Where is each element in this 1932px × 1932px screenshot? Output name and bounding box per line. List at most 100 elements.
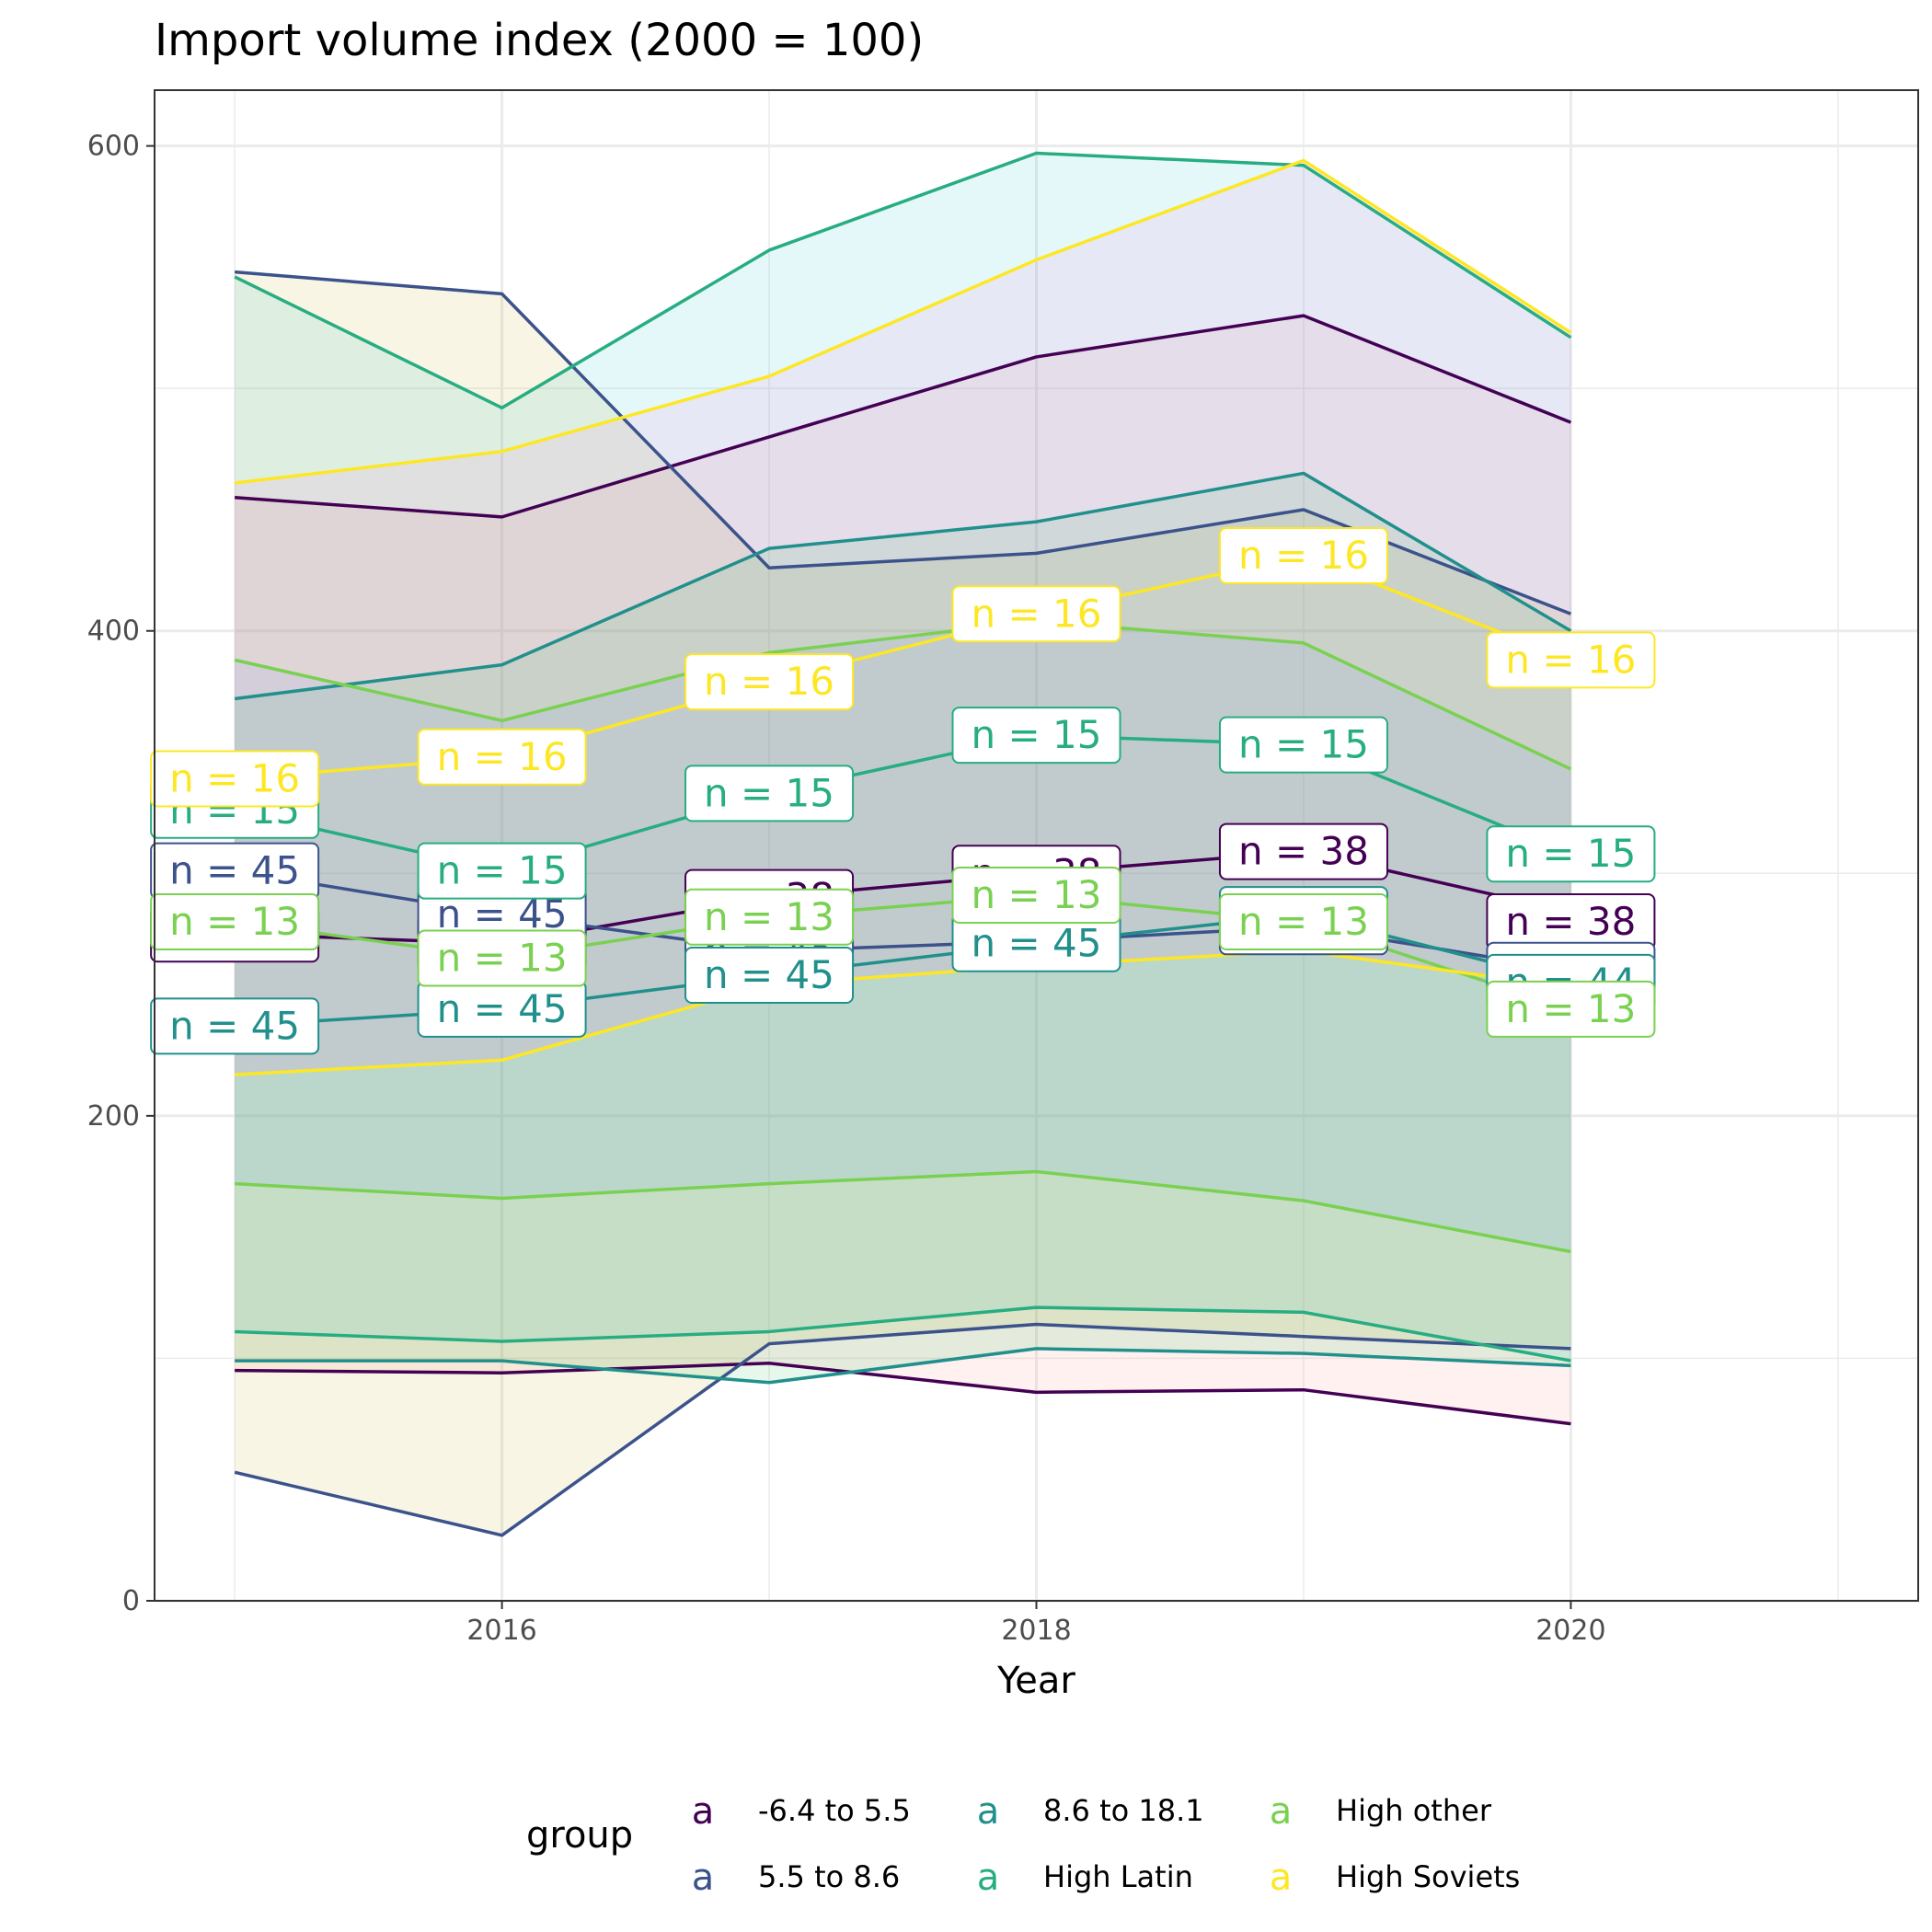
x-axis-title: Year	[996, 1660, 1075, 1702]
x-tick-label: 2018	[1001, 1615, 1071, 1647]
ribbon-lower-line	[235, 1347, 1571, 1385]
data-label-box	[684, 765, 855, 822]
data-label-text: n = 45	[169, 1003, 300, 1048]
x-tick-label: 2016	[466, 1615, 536, 1647]
data-label: n = 16	[150, 750, 320, 808]
data-label-text: n = 16	[1238, 533, 1369, 578]
ribbon-lower-line	[235, 1305, 1571, 1363]
plot-panel: n = 38n = 38n = 38n = 38n = 38n = 38n = …	[150, 89, 1919, 1603]
ribbon	[235, 271, 1571, 1535]
data-label-text: n = 15	[704, 770, 834, 815]
ribbon-lower-line	[235, 1169, 1571, 1254]
data-labels: n = 38n = 38n = 38n = 38n = 38n = 38n = …	[150, 527, 1656, 1055]
legend-key: a	[1270, 1857, 1293, 1899]
data-label: n = 16	[1486, 631, 1656, 689]
data-label: n = 38	[1486, 893, 1656, 951]
data-label-box	[1218, 893, 1388, 951]
ribbon-lower-line	[235, 1361, 1571, 1426]
data-label-text: n = 15	[972, 712, 1102, 757]
data-label: n = 15	[1486, 825, 1656, 883]
y-tick-label: 0	[122, 1585, 140, 1617]
data-label: n = 13	[951, 867, 1121, 925]
legend-label: 8.6 to 18.1	[1043, 1793, 1204, 1828]
data-label: n = 45	[951, 914, 1121, 972]
data-label-box	[1218, 716, 1388, 774]
data-label: n = 15	[417, 842, 587, 900]
data-label-box	[417, 929, 587, 987]
ribbon-upper-line	[234, 619, 1572, 771]
legend-key: a	[692, 1857, 715, 1899]
ribbon-lower-line	[235, 949, 1571, 1076]
data-label-text: n = 16	[972, 591, 1102, 636]
data-label: n = 13	[1486, 980, 1656, 1038]
y-tick-label: 600	[87, 131, 140, 163]
data-label-box	[417, 728, 587, 786]
data-label-text: n = 16	[704, 659, 834, 704]
data-label-box	[1486, 631, 1656, 689]
data-label-box	[417, 842, 587, 900]
data-label: n = 13	[150, 893, 320, 951]
chart-title: Import volume index (2000 = 100)	[155, 15, 924, 66]
legend-key: a	[692, 1790, 715, 1833]
y-tick-label: 200	[87, 1100, 140, 1133]
data-label-box	[150, 997, 320, 1055]
legend: group a -6.4 to 5.5 a 5.5 to 8.6 a 8.6 to 18.…	[526, 1790, 1520, 1899]
data-label: n = 38	[1218, 822, 1388, 880]
legend-item: a 8.6 to 18.1	[977, 1790, 1204, 1833]
ribbon-upper-line	[234, 158, 1572, 485]
data-label-text: n = 16	[437, 734, 568, 779]
data-label-text: n = 13	[169, 899, 300, 944]
data-label-text: n = 13	[437, 936, 568, 981]
y-axis: 0 200 400 600	[87, 131, 155, 1617]
legend-key: a	[977, 1857, 1000, 1899]
data-label: n = 16	[1218, 527, 1388, 585]
data-label-box	[951, 867, 1121, 925]
legend-label: 5.5 to 8.6	[758, 1859, 900, 1894]
data-label: n = 16	[951, 585, 1121, 643]
legend-item: a 5.5 to 8.6	[692, 1857, 901, 1899]
data-label: n = 13	[684, 888, 855, 946]
ribbon	[235, 153, 1571, 1362]
data-label: n = 16	[417, 728, 587, 786]
data-label-text: n = 45	[437, 986, 568, 1031]
data-label-text: n = 15	[1505, 831, 1636, 876]
legend-label: High Latin	[1043, 1859, 1193, 1894]
data-label-text: n = 13	[1238, 899, 1369, 944]
legend-item: a High Soviets	[1270, 1857, 1521, 1899]
data-label-text: n = 13	[1505, 986, 1636, 1031]
ribbon	[235, 316, 1571, 1424]
data-label: n = 13	[417, 929, 587, 987]
y-tick-label: 400	[87, 615, 140, 648]
ribbon-upper-line	[235, 314, 1572, 519]
legend-key: a	[1270, 1790, 1293, 1833]
data-label-text: n = 38	[1505, 899, 1636, 944]
data-label-text: n = 13	[704, 894, 834, 939]
data-label-box	[1218, 527, 1388, 585]
data-label-box	[1486, 980, 1656, 1038]
legend-label: High other	[1336, 1793, 1492, 1828]
data-label-text: n = 45	[704, 952, 834, 997]
data-label-box	[150, 893, 320, 951]
data-label: n = 15	[951, 707, 1121, 765]
legend-key: a	[977, 1790, 1000, 1833]
data-label: n = 45	[417, 980, 587, 1038]
data-label-text: n = 16	[1505, 637, 1636, 682]
data-label-text: n = 15	[1238, 722, 1369, 767]
ribbon-upper-line	[234, 270, 1572, 615]
data-label-text: n = 13	[972, 872, 1102, 917]
legend-label: High Soviets	[1336, 1859, 1520, 1894]
data-label-box	[951, 707, 1121, 765]
legend-items: a -6.4 to 5.5 a 5.5 to 8.6 a 8.6 to 18.1 a High…	[692, 1790, 1521, 1899]
data-label-box	[684, 947, 855, 1005]
data-label-text: n = 45	[169, 848, 300, 893]
x-axis: 2016 2018 2020	[466, 1601, 1606, 1647]
data-label: n = 45	[150, 842, 320, 900]
legend-item: a High Latin	[977, 1857, 1193, 1899]
data-label: n = 13	[1218, 893, 1388, 951]
ribbon-upper-line	[234, 151, 1572, 410]
data-label: n = 15	[1218, 716, 1388, 774]
ribbon-upper-line	[234, 471, 1572, 701]
ribbon-lower-line	[234, 1322, 1571, 1537]
data-label-box	[684, 888, 855, 946]
